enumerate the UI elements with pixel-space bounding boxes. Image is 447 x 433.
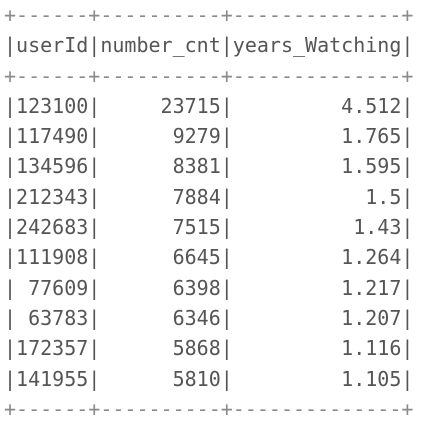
table-row: |141955| 5810| 1.105| — [4, 366, 414, 391]
dataframe-show-output: +------+----------+--------------+ |userI… — [4, 3, 414, 421]
table-row: | 77609| 6398| 1.217| — [4, 275, 414, 300]
table-row: |212343| 7884| 1.5| — [4, 184, 414, 209]
table-row: |172357| 5868| 1.116| — [4, 336, 414, 361]
table-row: |242683| 7515| 1.43| — [4, 215, 414, 240]
table-row: |111908| 6645| 1.264| — [4, 245, 414, 270]
table-row: |123100| 23715| 4.512| — [4, 93, 414, 118]
table-row: |117490| 9279| 1.765| — [4, 124, 414, 149]
table-row: |134596| 8381| 1.595| — [4, 154, 414, 179]
table-row: | 63783| 6346| 1.207| — [4, 305, 414, 330]
table-header-separator: +------+----------+--------------+ — [4, 63, 414, 88]
table-bottom-border: +------+----------+--------------+ — [4, 396, 414, 421]
table-top-border: +------+----------+--------------+ — [4, 3, 414, 27]
table-header-row: |userId|number_cnt|years_Watching| — [4, 33, 414, 58]
